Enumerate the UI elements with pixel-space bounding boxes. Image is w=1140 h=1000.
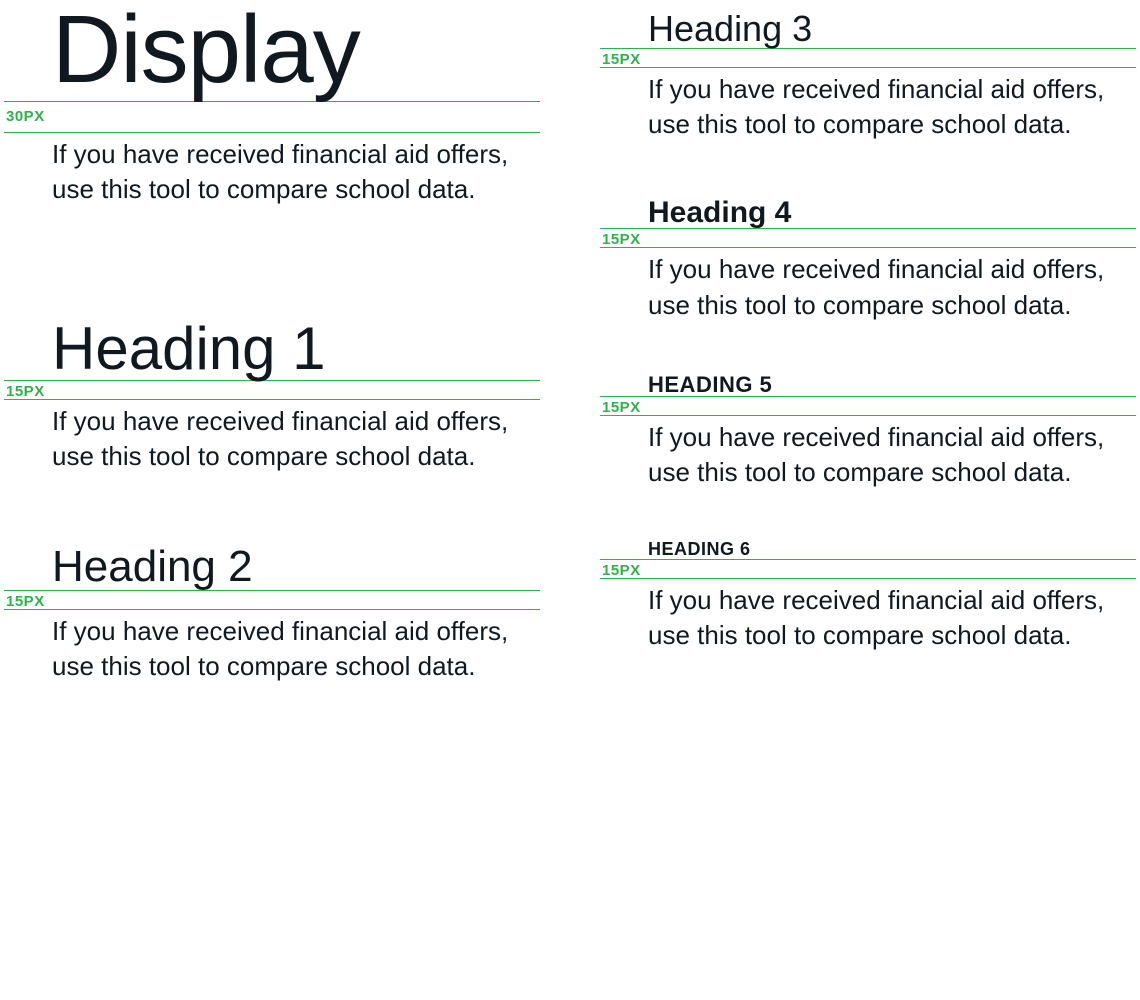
spacing-label: 15PX [600, 560, 1136, 578]
type-block-h2: Heading 215PXIf you have received financ… [4, 544, 540, 684]
heading-h5: Heading 5 [600, 373, 1136, 396]
body-text: If you have received financial aid offer… [4, 133, 540, 207]
spacing-label: 30PX [4, 102, 540, 132]
spacing-label: 15PX [600, 229, 1136, 247]
column-right: Heading 315PXIf you have received financ… [600, 0, 1136, 685]
type-block-h3: Heading 315PXIf you have received financ… [600, 0, 1136, 142]
heading-h1: Heading 1 [4, 317, 540, 380]
body-text: If you have received financial aid offer… [600, 68, 1136, 142]
column-left: Display30PXIf you have received financia… [4, 0, 540, 685]
heading-h6: Heading 6 [600, 540, 1136, 559]
type-block-h5: Heading 515PXIf you have received financ… [600, 373, 1136, 490]
spacing-label: 15PX [4, 591, 540, 609]
type-block-h1: Heading 115PXIf you have received financ… [4, 317, 540, 474]
spacing-label: 15PX [4, 381, 540, 399]
type-block-display: Display30PXIf you have received financia… [4, 0, 540, 207]
heading-h4: Heading 4 [600, 197, 1136, 229]
heading-h2: Heading 2 [4, 544, 540, 590]
type-block-h6: Heading 615PXIf you have received financ… [600, 540, 1136, 653]
body-text: If you have received financial aid offer… [600, 248, 1136, 322]
heading-display: Display [4, 0, 540, 101]
body-text: If you have received financial aid offer… [600, 416, 1136, 490]
spacing-label: 15PX [600, 397, 1136, 415]
typography-specimen: Display30PXIf you have received financia… [0, 0, 1140, 705]
body-text: If you have received financial aid offer… [4, 610, 540, 684]
body-text: If you have received financial aid offer… [4, 400, 540, 474]
heading-h3: Heading 3 [600, 10, 1136, 48]
type-block-h4: Heading 415PXIf you have received financ… [600, 197, 1136, 323]
body-text: If you have received financial aid offer… [600, 579, 1136, 653]
spacing-label: 15PX [600, 49, 1136, 67]
